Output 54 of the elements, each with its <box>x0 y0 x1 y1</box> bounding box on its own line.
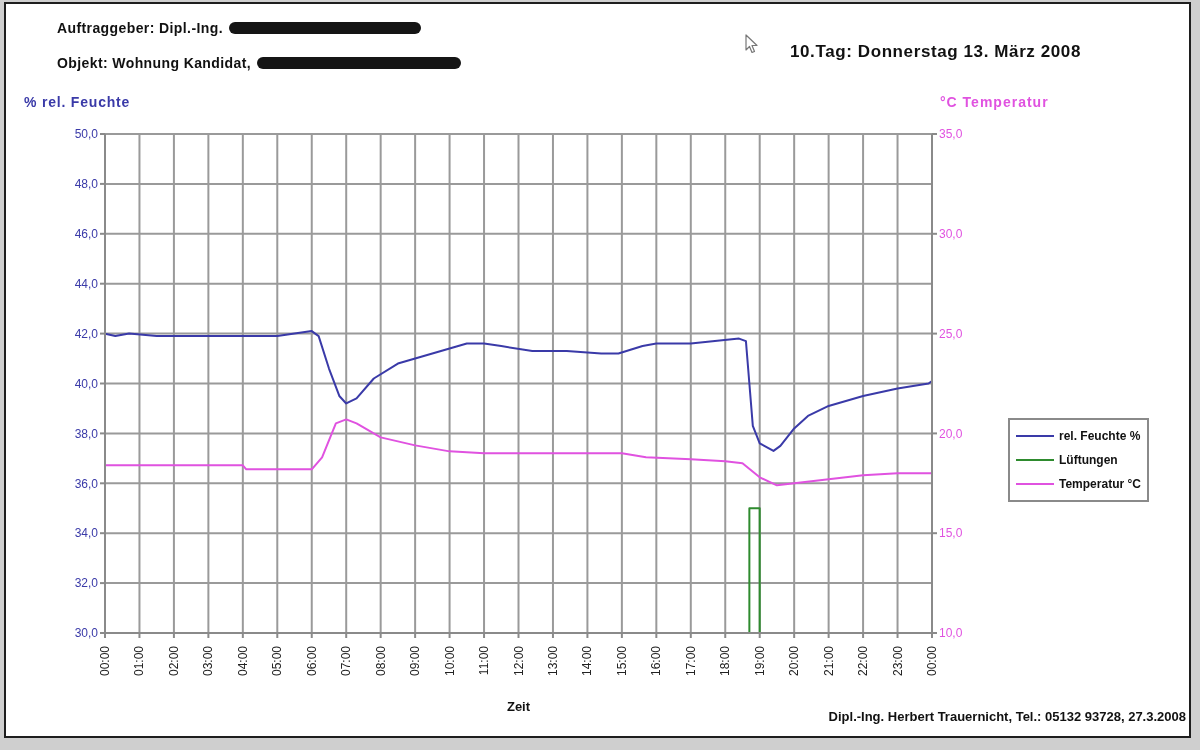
x-tick-label: 12:00 <box>511 645 526 677</box>
x-tick-label: 16:00 <box>649 645 664 677</box>
x-tick-label: 22:00 <box>856 645 871 677</box>
x-tick-label: 11:00 <box>477 645 492 676</box>
x-tick-label: 00:00 <box>925 645 939 677</box>
x-tick-label: 23:00 <box>890 645 905 677</box>
y-tick-label: 38,0 <box>74 426 99 441</box>
line-series <box>105 330 932 452</box>
x-tick-label: 20:00 <box>787 645 802 677</box>
y2-tick-label: 10,0 <box>939 626 963 641</box>
x-tick-label: 19:00 <box>752 645 767 677</box>
x-tick-label: 13:00 <box>545 645 560 677</box>
y-tick-label: 34,0 <box>74 526 99 541</box>
y-tick-label: 48,0 <box>74 177 99 192</box>
y-tick-label: 50,0 <box>74 127 99 142</box>
y2-tick-label: 35,0 <box>939 127 963 142</box>
text: Auftraggeber: Dipl.-Ing. <box>57 20 223 36</box>
x-tick-label: 09:00 <box>408 645 423 677</box>
y2-tick-label: 15,0 <box>939 526 963 541</box>
y-axis-title: % rel. Feuchte <box>24 94 131 110</box>
y2-tick-label: 25,0 <box>939 326 963 341</box>
text: Objekt: Wohnung Kandidat, <box>57 55 252 71</box>
x-tick-label: 00:00 <box>98 645 112 677</box>
text: Dipl.-Ing. Herbert Trauernicht, Tel.: 05132 93728, 27.3.2008 <box>828 709 1186 724</box>
y2-tick-label: 30,0 <box>939 227 963 242</box>
y2-axis-title: °C Temperatur <box>940 94 1049 110</box>
chart-title: 10.Tag: Donnerstag 13. März 2008 <box>790 42 1081 62</box>
y-tick-label: 42,0 <box>74 326 99 341</box>
y-tick-label: 46,0 <box>74 227 99 242</box>
legend-label: Lüftungen <box>1059 453 1118 467</box>
x-tick-label: 07:00 <box>339 645 354 677</box>
x-tick-label: 06:00 <box>304 645 319 677</box>
y-tick-label: 40,0 <box>74 376 99 391</box>
x-tick-label: 17:00 <box>683 645 698 677</box>
x-tick-label: 08:00 <box>373 645 388 677</box>
x-tick-label: 14:00 <box>580 645 595 677</box>
x-tick-label: 15:00 <box>614 645 629 677</box>
y-tick-label: 30,0 <box>74 626 99 641</box>
y-tick-label: 36,0 <box>74 476 99 491</box>
legend-label: rel. Feuchte % <box>1059 429 1141 443</box>
x-tick-label: 03:00 <box>201 645 216 677</box>
x-axis-title: Zeit <box>506 699 531 714</box>
y-tick-label: 32,0 <box>74 576 99 591</box>
legend-label: Temperatur °C <box>1059 477 1141 491</box>
x-tick-label: 01:00 <box>132 645 147 677</box>
x-tick-label: 21:00 <box>821 645 836 677</box>
x-tick-label: 10:00 <box>442 645 457 677</box>
y-tick-label: 44,0 <box>74 276 99 291</box>
x-tick-label: 18:00 <box>718 645 733 677</box>
x-tick-label: 05:00 <box>270 645 285 677</box>
x-tick-label: 04:00 <box>235 645 250 677</box>
x-tick-label: 02:00 <box>166 645 181 677</box>
y2-tick-label: 20,0 <box>939 426 963 441</box>
line-series <box>105 418 932 487</box>
